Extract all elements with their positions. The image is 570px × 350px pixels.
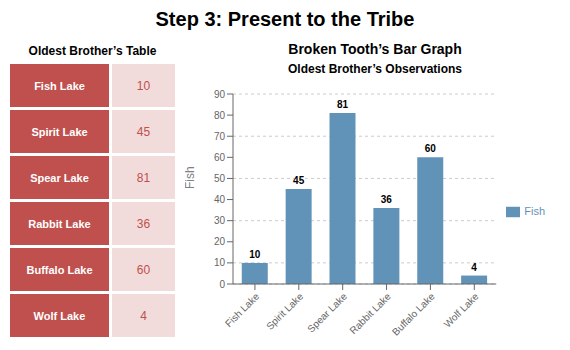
html-text:Oldest Brother’s Table: Oldest Brother’s Table (28, 44, 157, 58)
html-text:Buffalo Lake: Buffalo Lake (26, 263, 93, 276)
svg-text:45: 45 (293, 175, 305, 186)
html-text:Fish: Fish (524, 205, 545, 217)
svg-text:81: 81 (337, 99, 349, 110)
svg-text:Fish Lake: Fish Lake (223, 290, 262, 329)
svg-text:0: 0 (219, 279, 225, 290)
html-text:Step 3: Present to the Tribe: Step 3: Present to the Tribe (155, 8, 415, 30)
svg-text:70: 70 (214, 131, 226, 142)
svg-text:4: 4 (471, 262, 477, 273)
html-text:Wolf Lake: Wolf Lake (33, 309, 86, 322)
svg-text:20: 20 (214, 236, 226, 247)
html-text:Rabbit Lake: Rabbit Lake (28, 217, 91, 230)
svg-text:60: 60 (425, 143, 437, 154)
svg-text:10: 10 (249, 249, 261, 260)
html-text:81: 81 (136, 170, 151, 185)
svg-text:Buffalo Lake: Buffalo Lake (390, 290, 437, 337)
html-text:Spear Lake: Spear Lake (30, 171, 89, 184)
html-text:36: 36 (136, 216, 151, 231)
html-text:45: 45 (136, 124, 151, 139)
svg-text:50: 50 (214, 173, 226, 184)
svg-text:10: 10 (214, 257, 226, 268)
svg-text:Spirit Lake: Spirit Lake (264, 290, 305, 331)
svg-text:36: 36 (381, 194, 393, 205)
html-text:Spirit Lake: Spirit Lake (31, 125, 88, 138)
svg-text:Wolf Lake: Wolf Lake (442, 290, 481, 329)
svg-text:Fish: Fish (185, 166, 197, 189)
html-text:Broken Tooth’s Bar Graph: Broken Tooth’s Bar Graph (288, 41, 462, 57)
svg-text:Rabbit Lake: Rabbit Lake (347, 290, 393, 336)
html-text:Fish Lake: Fish Lake (34, 79, 85, 92)
svg-text:30: 30 (214, 215, 226, 226)
html-text:4: 4 (140, 308, 147, 323)
html-text:10: 10 (136, 78, 151, 93)
html-text:Oldest Brother’s Observations: Oldest Brother’s Observations (288, 62, 462, 76)
svg-text:40: 40 (214, 194, 226, 205)
svg-text:90: 90 (214, 89, 226, 100)
svg-text:80: 80 (214, 110, 226, 121)
html-text:60: 60 (136, 262, 151, 277)
svg-text:Spear Lake: Spear Lake (305, 290, 349, 334)
svg-text:60: 60 (214, 152, 226, 163)
